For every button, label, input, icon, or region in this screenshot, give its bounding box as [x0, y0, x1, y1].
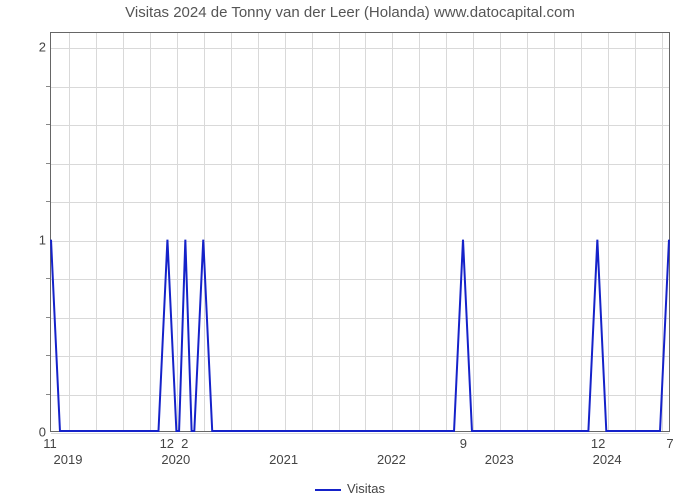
x-month-label: 7 [666, 436, 673, 451]
x-month-label: 12 [160, 436, 174, 451]
x-year-label: 2020 [161, 452, 190, 467]
legend: Visitas [0, 481, 700, 496]
y-tick-label: 0 [6, 425, 46, 440]
line-series-svg [51, 33, 669, 431]
x-year-label: 2021 [269, 452, 298, 467]
x-year-label: 2022 [377, 452, 406, 467]
legend-label: Visitas [347, 481, 385, 496]
y-tick-label: 1 [6, 232, 46, 247]
series-visitas [51, 240, 669, 431]
x-month-label: 9 [460, 436, 467, 451]
x-year-label: 2019 [54, 452, 83, 467]
x-month-label: 12 [591, 436, 605, 451]
legend-swatch [315, 489, 341, 491]
x-month-label: 2 [181, 436, 188, 451]
chart-title: Visitas 2024 de Tonny van der Leer (Hola… [0, 4, 700, 21]
chart-container: Visitas 2024 de Tonny van der Leer (Hola… [0, 0, 700, 500]
gridline-horizontal [51, 433, 669, 434]
y-tick-label: 2 [6, 40, 46, 55]
x-month-label: 11 [43, 436, 57, 451]
x-year-label: 2023 [485, 452, 514, 467]
x-year-label: 2024 [593, 452, 622, 467]
plot-area [50, 32, 670, 432]
